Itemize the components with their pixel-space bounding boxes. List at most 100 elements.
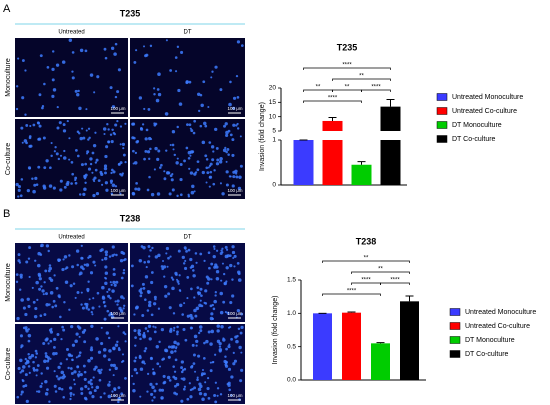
cell <box>15 280 19 284</box>
cell <box>104 181 108 185</box>
cell <box>21 369 25 373</box>
cell <box>132 388 136 393</box>
cell <box>24 326 28 330</box>
cell <box>211 317 215 321</box>
cell <box>174 56 178 59</box>
cell <box>32 300 36 304</box>
y-tick-label: 5 <box>272 128 276 135</box>
cell <box>57 294 61 298</box>
row-label: Co-culture <box>5 348 12 380</box>
cell <box>78 354 81 357</box>
cell <box>192 269 195 272</box>
cell <box>153 168 156 171</box>
bar <box>380 140 401 185</box>
cell <box>180 366 184 370</box>
cell <box>190 190 195 195</box>
legend-swatch <box>436 107 448 115</box>
cell <box>110 171 113 175</box>
cell <box>137 329 141 333</box>
cell <box>212 360 215 364</box>
cell <box>152 371 156 376</box>
cell <box>179 177 183 182</box>
cell <box>191 343 195 347</box>
cell <box>146 260 151 264</box>
cell <box>231 278 234 281</box>
cell <box>50 154 53 158</box>
cell <box>101 183 104 186</box>
cell <box>211 303 214 307</box>
cell <box>35 352 39 355</box>
cell <box>105 331 109 335</box>
cell <box>68 38 73 42</box>
cell <box>20 346 23 349</box>
cell <box>90 310 93 314</box>
cell <box>165 252 168 255</box>
cell <box>154 255 159 259</box>
cell <box>113 388 117 392</box>
cell <box>32 123 36 127</box>
cell <box>133 60 137 64</box>
cell <box>117 68 121 72</box>
cell <box>116 340 119 344</box>
legend-swatch <box>436 121 448 129</box>
cell <box>225 160 228 163</box>
cell <box>226 254 230 258</box>
cell <box>85 397 88 401</box>
cell <box>38 124 42 128</box>
cell <box>16 316 20 321</box>
chart-title: T235 <box>337 42 358 52</box>
cell <box>176 45 180 49</box>
cell <box>91 171 94 174</box>
cell <box>45 302 49 307</box>
significance-bracket <box>322 293 381 296</box>
cell <box>159 166 162 169</box>
cell <box>196 378 199 382</box>
cell <box>98 305 101 308</box>
panel-label: A <box>3 3 11 15</box>
cell <box>119 125 123 128</box>
cell <box>89 378 93 382</box>
micrograph: 100 μm <box>15 38 128 117</box>
cell <box>28 136 32 140</box>
cell <box>80 392 84 395</box>
cell <box>121 142 126 146</box>
cell <box>181 313 184 316</box>
cell <box>166 375 171 380</box>
cell <box>40 285 43 288</box>
cell <box>47 342 50 345</box>
cell <box>172 375 176 379</box>
cell <box>102 301 105 304</box>
significance-label: ** <box>359 74 364 80</box>
cell <box>42 341 46 345</box>
cell <box>145 266 148 269</box>
cell <box>52 299 56 303</box>
cell <box>168 192 172 196</box>
cell <box>210 329 215 334</box>
cell <box>103 354 107 358</box>
significance-label: **** <box>371 85 381 91</box>
cell <box>43 82 46 86</box>
cell <box>41 104 45 108</box>
cell <box>106 309 110 313</box>
cell <box>35 390 39 393</box>
cell <box>87 127 91 130</box>
cell <box>210 76 213 79</box>
cell <box>55 286 59 290</box>
cell <box>192 131 196 135</box>
cell <box>199 124 203 128</box>
cell <box>183 367 187 371</box>
cell <box>59 188 63 192</box>
cell <box>124 376 127 380</box>
cell <box>82 136 86 140</box>
cell <box>95 337 99 341</box>
legend-swatch <box>449 308 461 316</box>
cell <box>199 299 202 302</box>
cell <box>214 127 218 132</box>
cell <box>113 394 116 397</box>
cell <box>134 356 138 359</box>
cell <box>111 183 116 188</box>
cell <box>74 296 77 300</box>
cell <box>232 362 236 366</box>
cell <box>232 351 235 354</box>
cell <box>42 136 46 140</box>
